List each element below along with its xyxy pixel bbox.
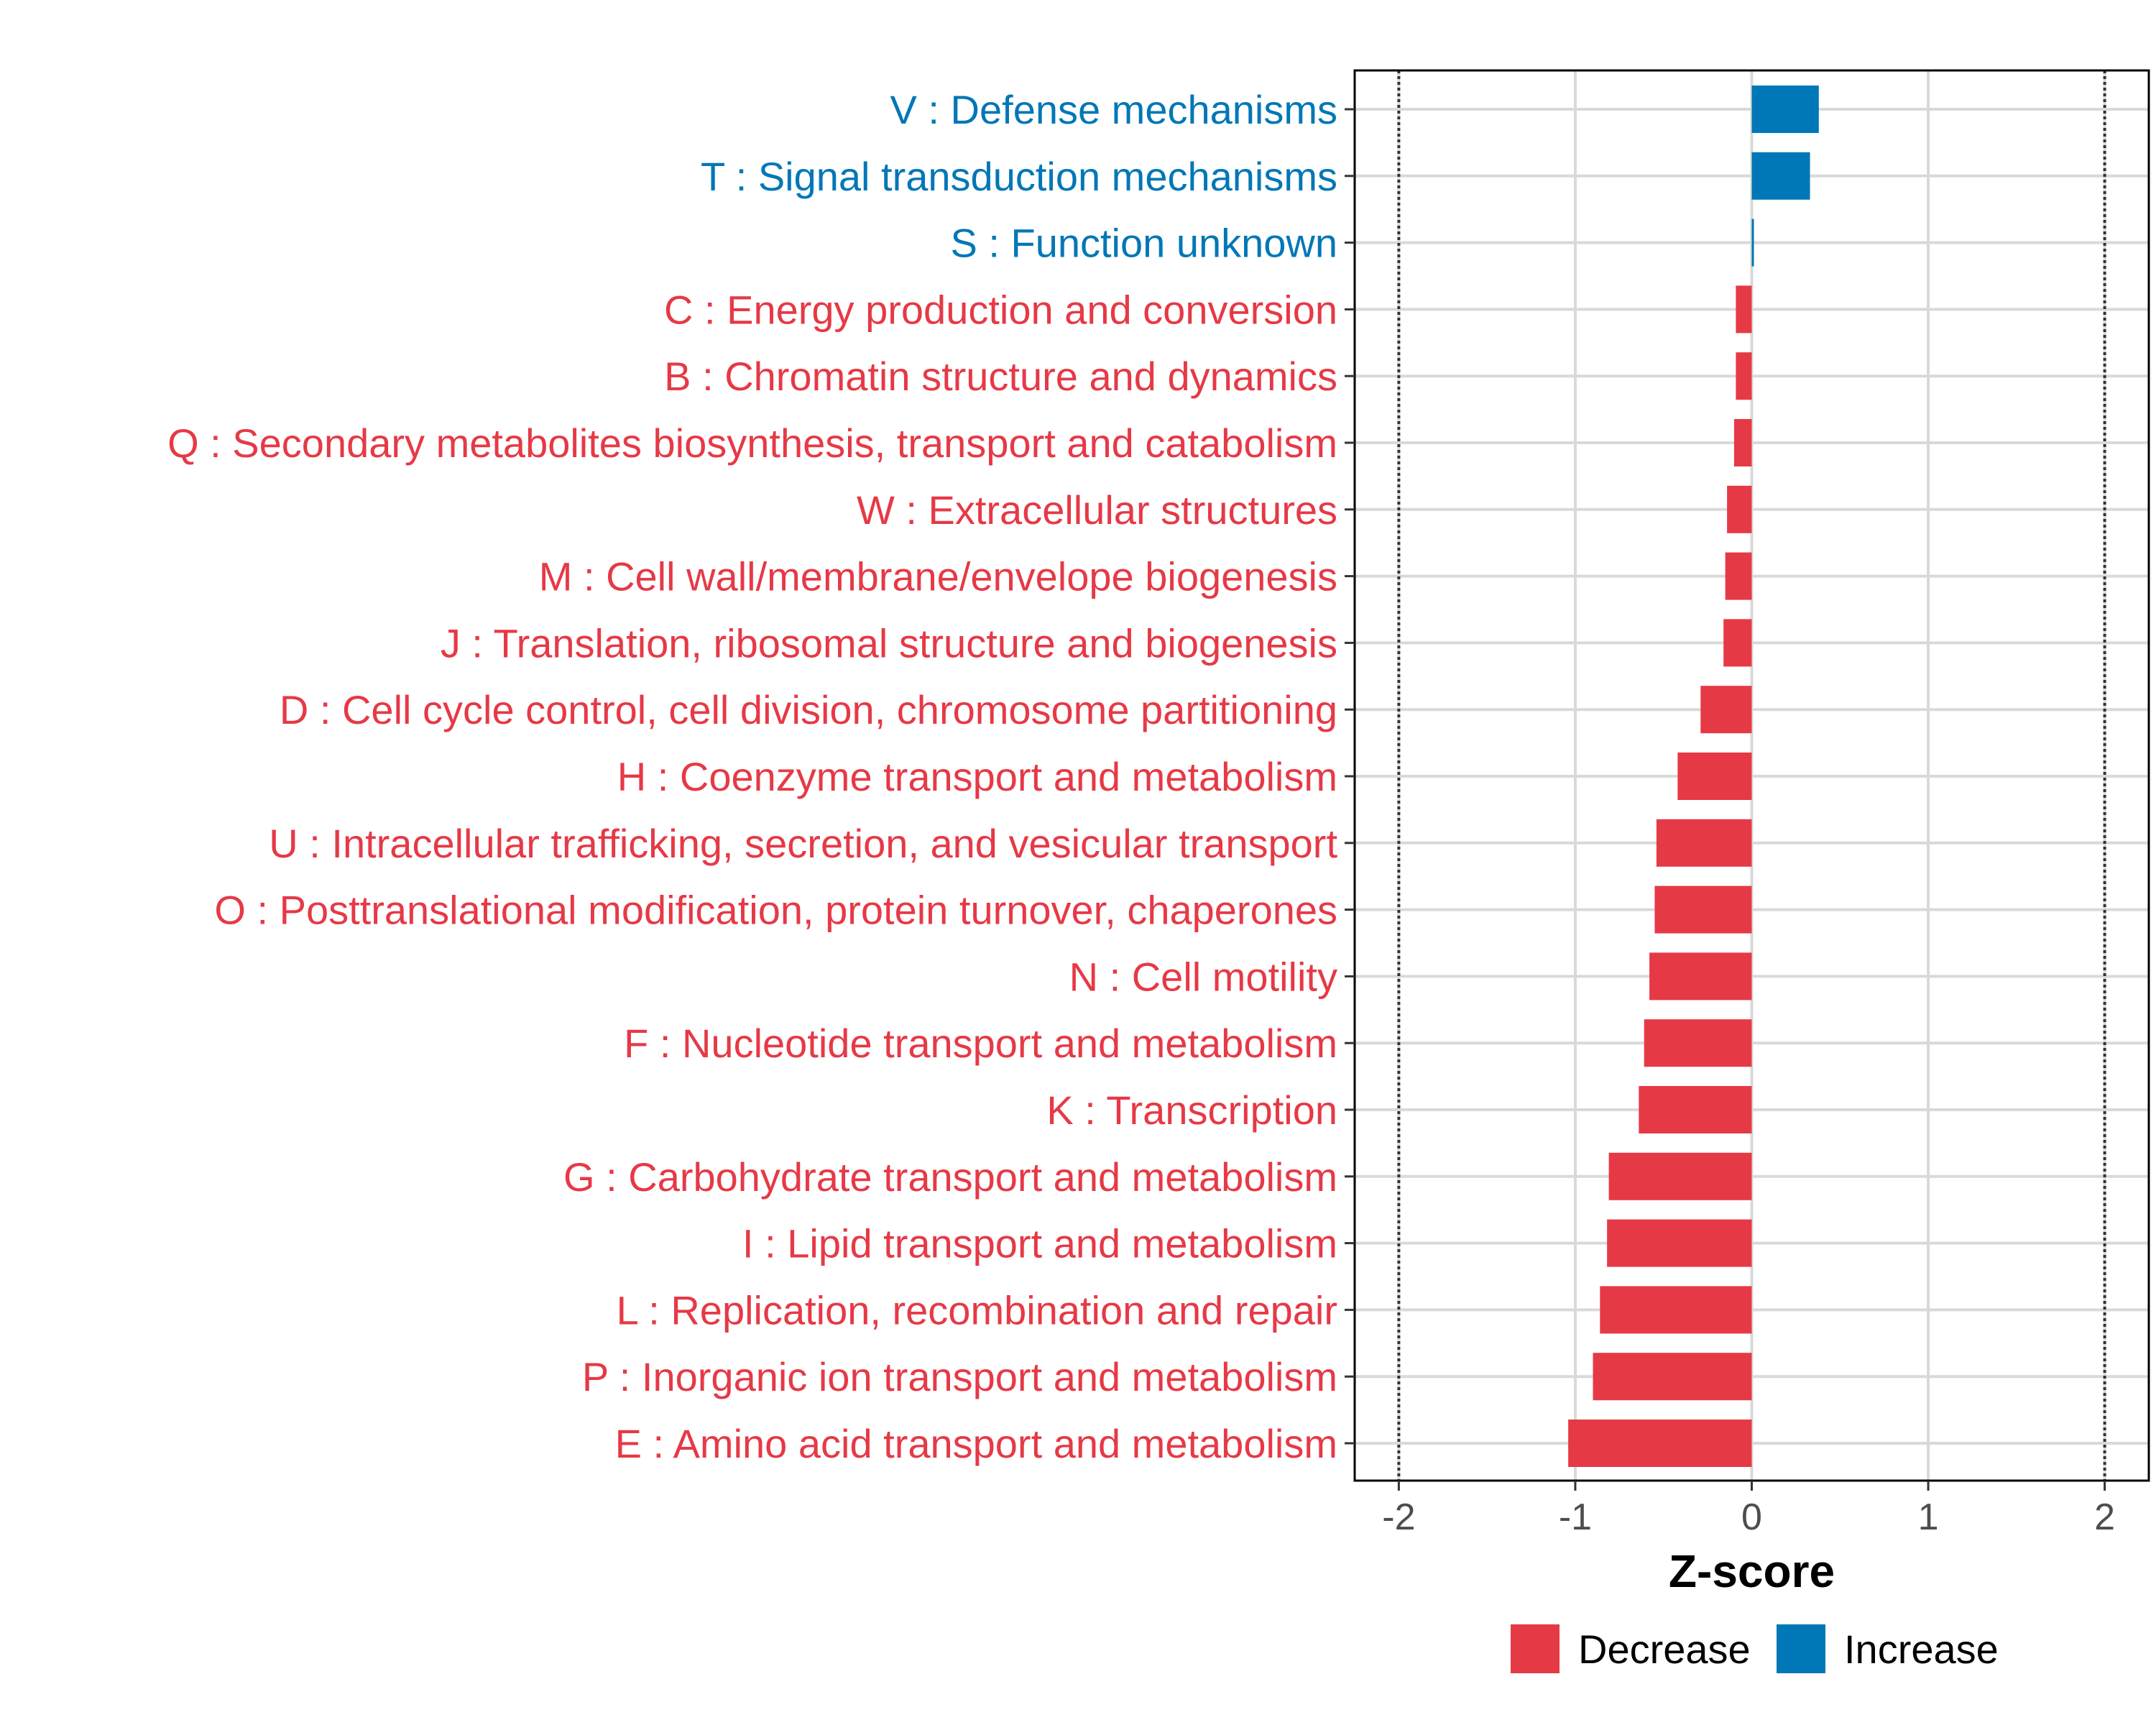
y-axis: V : Defense mechanisms T : Signal transdu… xyxy=(167,87,1355,1466)
bar xyxy=(1723,619,1752,667)
category-label: F : Nucleotide transport and metabolism xyxy=(624,1021,1337,1066)
bar-layer xyxy=(1568,86,1819,1467)
x-tick-label: -1 xyxy=(1559,1496,1592,1538)
bar xyxy=(1700,686,1752,734)
x-tick-label: 0 xyxy=(1741,1496,1762,1538)
bar xyxy=(1607,1219,1752,1267)
bar xyxy=(1568,1420,1752,1467)
legend-swatch-increase xyxy=(1777,1624,1825,1673)
category-label: T : Signal transduction mechanisms xyxy=(701,154,1337,199)
bar xyxy=(1593,1353,1752,1401)
x-tick-label: 2 xyxy=(2094,1496,2115,1538)
bar xyxy=(1751,86,1819,133)
category-label: M : Cell wall/membrane/envelope biogenes… xyxy=(539,554,1337,599)
category-label: K : Transcription xyxy=(1046,1087,1337,1133)
category-label: I : Lipid transport and metabolism xyxy=(742,1221,1337,1266)
bar xyxy=(1654,886,1752,934)
bar xyxy=(1751,152,1810,200)
legend-label-increase: Increase xyxy=(1844,1627,1999,1672)
reference-lines xyxy=(1397,70,2106,1481)
x-axis-title: Z-score xyxy=(1669,1545,1835,1597)
category-label: B : Chromatin structure and dynamics xyxy=(664,354,1337,399)
bar xyxy=(1600,1286,1752,1334)
bar xyxy=(1725,552,1752,600)
category-label: H : Coenzyme transport and metabolism xyxy=(617,754,1337,799)
bar xyxy=(1736,285,1752,334)
bar xyxy=(1751,218,1754,267)
bar xyxy=(1733,419,1752,466)
category-label: P : Inorganic ion transport and metaboli… xyxy=(582,1354,1337,1399)
legend: Decrease Increase xyxy=(1511,1624,1999,1673)
bar xyxy=(1656,819,1752,867)
category-label: W : Extracellular structures xyxy=(857,487,1337,533)
x-tick-label: -2 xyxy=(1382,1496,1415,1538)
category-label: E : Amino acid transport and metabolism xyxy=(615,1421,1337,1466)
category-label: O : Posttranslational modification, prot… xyxy=(214,888,1337,933)
legend-swatch-decrease xyxy=(1511,1624,1560,1673)
bar xyxy=(1639,1086,1752,1133)
category-label: J : Translation, ribosomal structure and… xyxy=(441,620,1337,666)
category-label: V : Defense mechanisms xyxy=(890,87,1337,132)
category-label: G : Carbohydrate transport and metabolis… xyxy=(563,1154,1337,1200)
bar xyxy=(1736,352,1752,400)
x-tick-label: 1 xyxy=(1918,1496,1939,1538)
bar xyxy=(1727,485,1752,533)
bar xyxy=(1644,1019,1752,1067)
category-label: S : Function unknown xyxy=(950,221,1337,266)
bar xyxy=(1649,952,1752,1000)
x-axis: -2 -1 0 1 2 xyxy=(1382,1481,2115,1538)
category-label: U : Intracellular trafficking, secretion… xyxy=(269,821,1337,866)
category-label: N : Cell motility xyxy=(1069,954,1337,999)
category-label: L : Replication, recombination and repai… xyxy=(617,1287,1337,1333)
category-label: C : Energy production and conversion xyxy=(664,287,1337,332)
bar xyxy=(1677,753,1752,800)
category-label: Q : Secondary metabolites biosynthesis, … xyxy=(167,420,1337,466)
category-label: D : Cell cycle control, cell division, c… xyxy=(280,687,1337,732)
legend-label-decrease: Decrease xyxy=(1578,1627,1751,1672)
bar xyxy=(1608,1152,1752,1200)
